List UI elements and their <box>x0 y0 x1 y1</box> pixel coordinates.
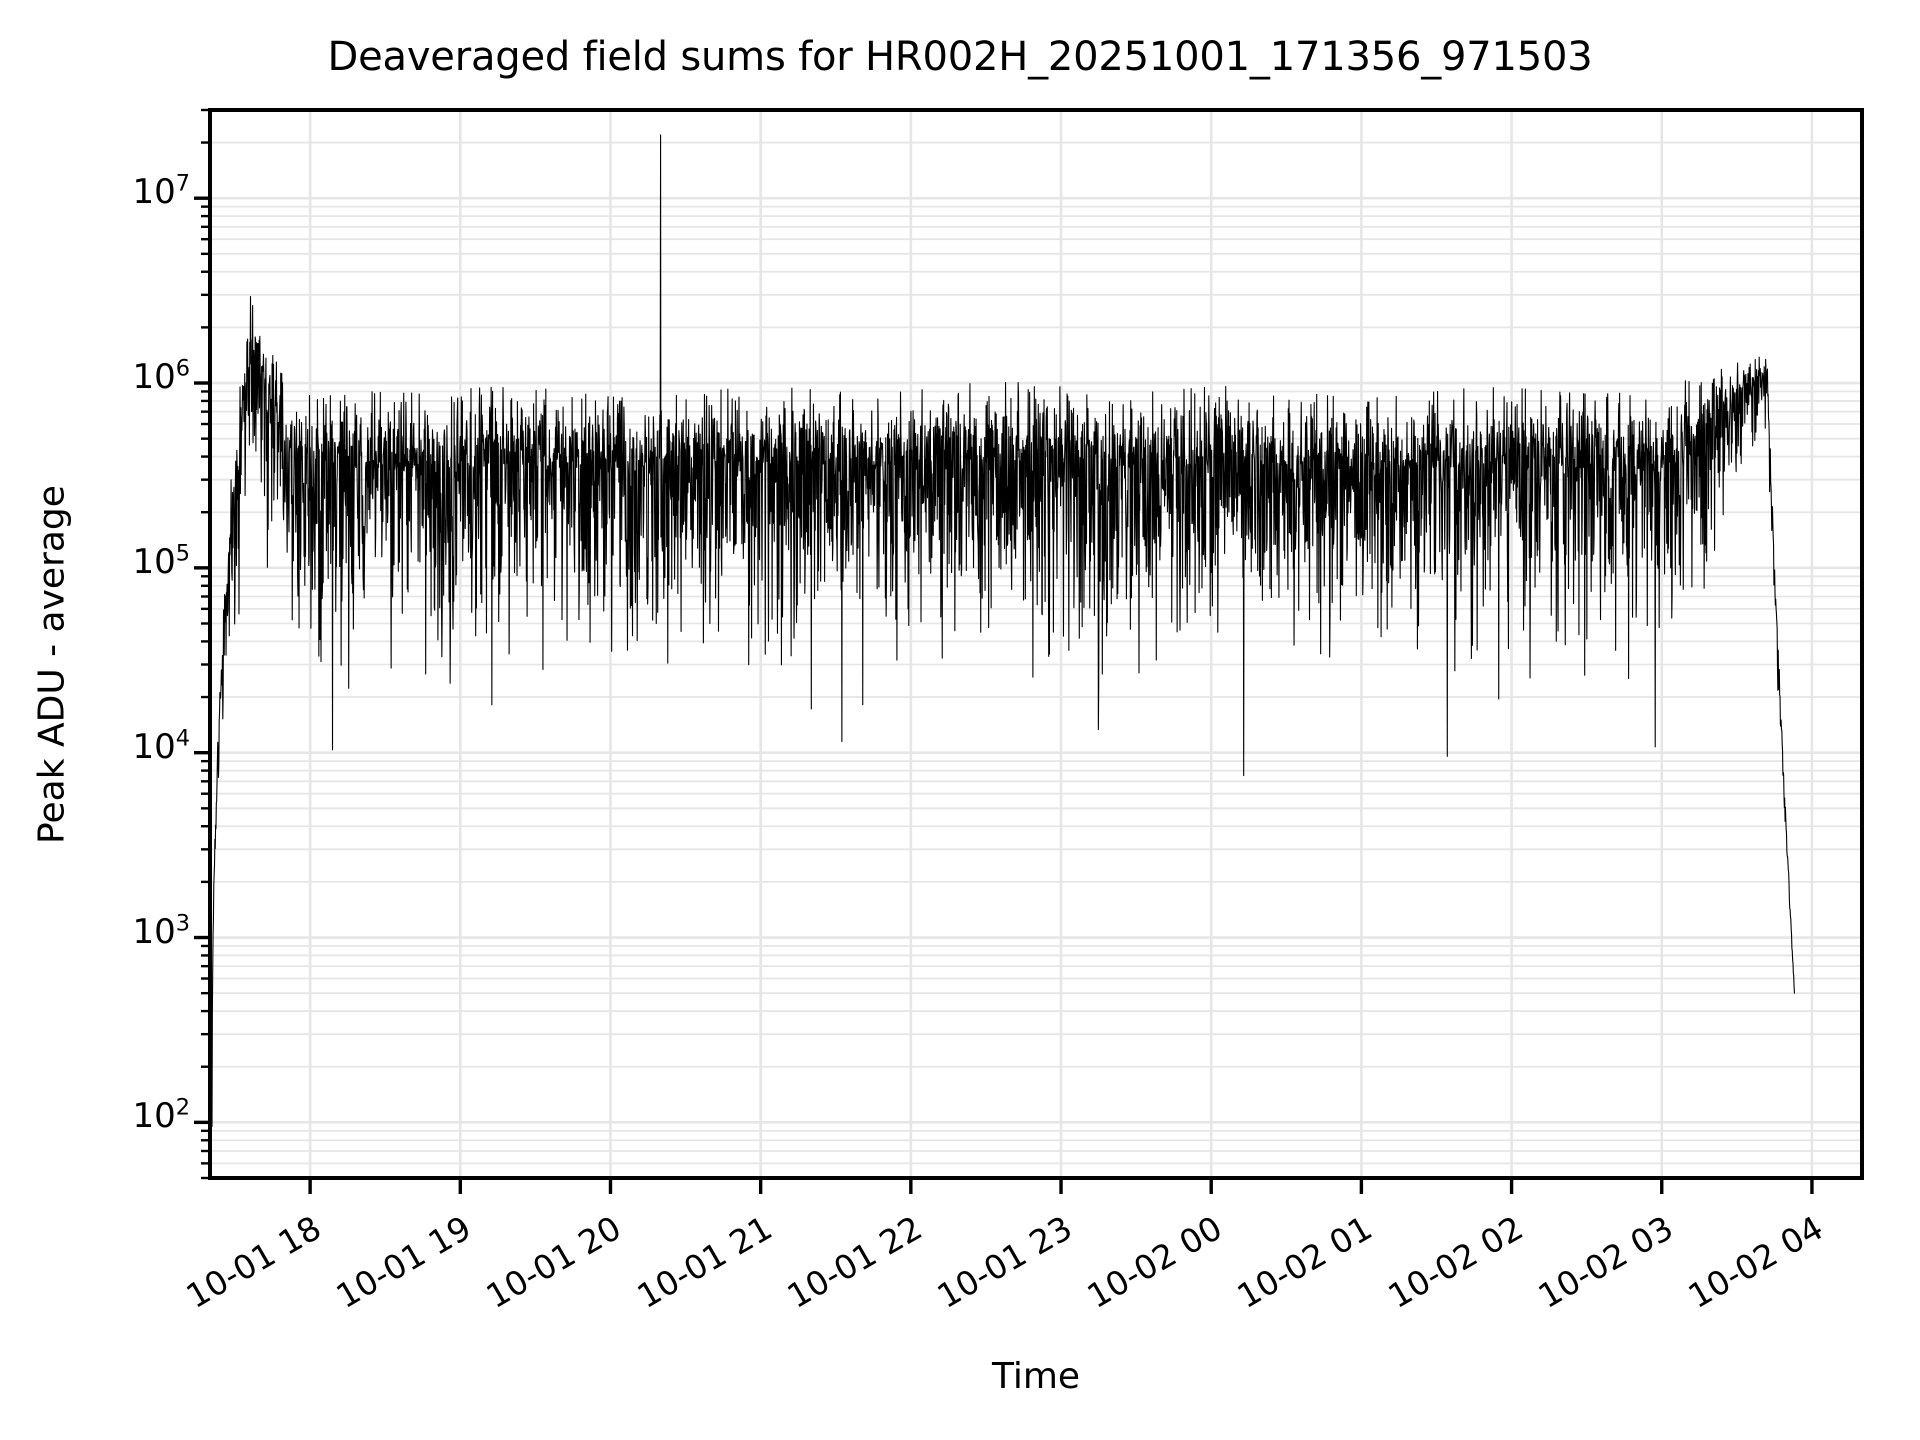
chart-title: Deaveraged field sums for HR002H_2025100… <box>327 34 1593 80</box>
y-tick-label: 104 <box>132 725 190 767</box>
axes-spines <box>208 108 1864 1180</box>
x-axis-label: Time <box>991 1356 1081 1397</box>
y-tick-label: 107 <box>132 170 190 213</box>
x-axis-label-wrapper: Time <box>210 1356 1862 1397</box>
y-tick-label: 103 <box>132 910 190 952</box>
y-tick-label: 106 <box>132 355 190 398</box>
data-line-deaveraged-field-sum <box>211 134 1795 1128</box>
y-tick-label: 102 <box>132 1095 190 1137</box>
y-minor-gridlines <box>210 109 1862 1179</box>
y-axis-ticks <box>194 108 210 1180</box>
y-major-gridlines <box>210 196 1862 1124</box>
axes-frame <box>208 108 1864 1180</box>
x-major-gridlines <box>308 110 1814 1178</box>
data-series-layer <box>211 134 1795 1128</box>
x-axis-ticks <box>308 1178 1814 1194</box>
y-tick-label: 105 <box>132 540 190 582</box>
